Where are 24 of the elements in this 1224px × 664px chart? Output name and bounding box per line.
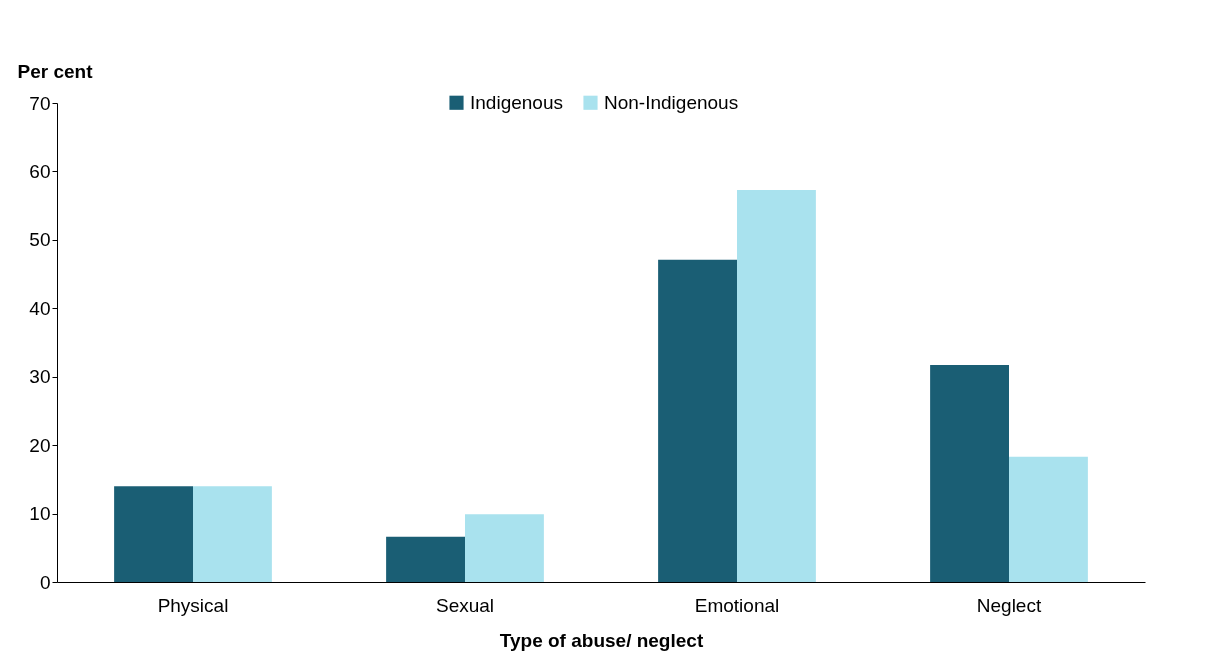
x-tick-label: Physical (157, 594, 229, 616)
y-tick-label: 0 (39, 571, 51, 593)
y-tick-label: 10 (29, 503, 51, 525)
y-tick-label: 30 (29, 366, 51, 388)
y-tick-label: 60 (29, 160, 51, 182)
x-axis-title: Type of abuse/ neglect (499, 629, 704, 651)
bar (658, 259, 737, 582)
bar (465, 514, 544, 582)
bar (193, 486, 272, 582)
bar (386, 536, 465, 582)
bar (1009, 456, 1088, 582)
bar (114, 486, 193, 582)
y-axis-title: Per cent (17, 60, 94, 82)
y-tick-label: 70 (29, 92, 51, 114)
y-tick-label: 50 (29, 229, 51, 251)
bar (737, 189, 816, 582)
y-tick-label: 20 (29, 434, 51, 456)
x-tick-label: Emotional (694, 594, 780, 616)
legend-label: Indigenous (470, 91, 563, 113)
legend-label: Non-Indigenous (604, 91, 739, 113)
x-tick-label: Neglect (976, 594, 1042, 616)
x-tick-label: Sexual (435, 594, 495, 616)
y-tick-label: 40 (29, 297, 51, 319)
bar (930, 365, 1009, 582)
